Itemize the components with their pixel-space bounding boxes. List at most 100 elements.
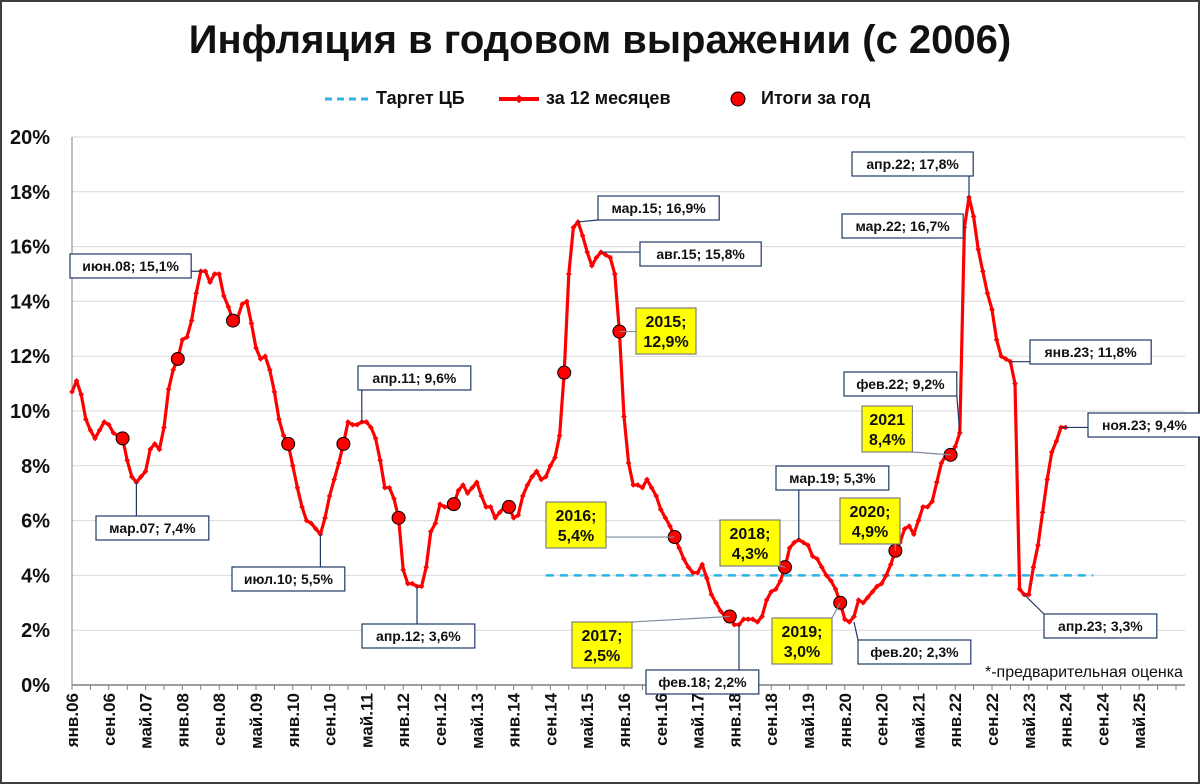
callout-box <box>841 213 964 239</box>
series-point <box>611 271 618 277</box>
callout-label: апр.22; 17,8% <box>866 156 959 172</box>
series-point <box>1039 509 1046 516</box>
callout-label: мар.07; 7,4% <box>109 520 196 536</box>
series-point <box>73 378 80 384</box>
series-point <box>883 572 890 579</box>
series-point <box>754 619 761 625</box>
series-point <box>538 476 545 483</box>
series-point <box>78 391 85 398</box>
x-tick-label: янв.10 <box>284 693 303 748</box>
callout-label: авг.15; 15,8% <box>656 246 745 262</box>
series-point <box>708 591 715 598</box>
series-point <box>805 542 811 549</box>
series-point <box>220 293 227 299</box>
series-point <box>184 334 190 340</box>
x-tick-label: май.13 <box>468 693 487 749</box>
series-point <box>565 271 572 277</box>
series-point <box>69 388 75 395</box>
series-point <box>496 509 503 516</box>
series-point <box>809 553 816 560</box>
series-point <box>216 271 223 277</box>
legend-label-yoy: за 12 месяцев <box>546 88 671 108</box>
series-point <box>952 443 959 450</box>
y-tick-label: 12% <box>10 346 50 368</box>
series-point <box>740 616 747 623</box>
series-point <box>703 575 710 581</box>
series-point <box>644 476 650 483</box>
series-point <box>828 578 834 584</box>
legend-item-yoy: за 12 месяцев <box>497 88 671 109</box>
annual-point <box>115 431 130 446</box>
series-point <box>432 520 439 527</box>
x-tick-label: сен.08 <box>210 693 229 746</box>
series-point <box>151 441 158 447</box>
series-point <box>377 457 384 464</box>
circle-marker-icon <box>730 91 746 107</box>
y-tick-label: 20% <box>10 127 50 149</box>
x-tick-label: сен.24 <box>1093 692 1112 745</box>
series-point <box>860 599 867 606</box>
series-point <box>1035 542 1041 549</box>
series-point <box>1048 449 1055 455</box>
series-point <box>745 616 752 623</box>
series-point <box>92 435 98 442</box>
series-point <box>1044 476 1051 483</box>
series-point <box>179 336 186 343</box>
series-point <box>529 473 535 480</box>
series-point <box>547 462 554 469</box>
callout-box <box>771 617 833 665</box>
series-point <box>1053 438 1060 444</box>
series-point <box>156 446 163 453</box>
series-point <box>427 528 434 535</box>
series-point <box>409 580 416 587</box>
x-tick-label: янв.22 <box>946 693 965 748</box>
series-point <box>207 279 213 286</box>
series-point <box>294 484 301 491</box>
series-point <box>593 254 600 261</box>
series-point <box>607 254 614 261</box>
series-point <box>515 512 522 518</box>
series-point <box>639 484 646 491</box>
series-point <box>814 556 821 562</box>
x-tick-label: май.07 <box>137 693 156 749</box>
series-point <box>312 525 319 532</box>
series-point <box>915 517 922 524</box>
series-point <box>225 304 232 310</box>
callout-box <box>597 195 720 221</box>
callout-label: 12,9% <box>643 334 688 351</box>
series-point <box>105 421 112 428</box>
series-point <box>874 583 880 590</box>
y-tick-label: 6% <box>21 511 50 533</box>
series-point <box>487 504 494 510</box>
x-tick-label: янв.24 <box>1057 692 1076 748</box>
callout-label: 4,3% <box>732 546 768 563</box>
series-point <box>662 515 669 521</box>
series-point <box>625 460 632 466</box>
series-point <box>777 578 784 584</box>
series-point <box>331 476 338 483</box>
callout-box <box>357 365 472 391</box>
series-point <box>363 419 370 425</box>
callout-box <box>639 241 762 267</box>
callout-leader <box>631 615 730 623</box>
footnote: *-предварительная оценка <box>985 664 1183 681</box>
series-point <box>975 246 982 253</box>
x-tick-label: сен.12 <box>431 693 450 746</box>
series-point <box>791 539 798 546</box>
callout-box <box>1087 412 1200 438</box>
callout-box <box>861 405 914 453</box>
series-point <box>473 479 480 486</box>
callout-label: мар.19; 5,3% <box>789 470 876 486</box>
target-dash-icon <box>325 97 369 101</box>
series-point <box>832 586 839 592</box>
series-point <box>924 504 931 510</box>
series-point <box>851 613 857 620</box>
series-point <box>1016 586 1023 592</box>
callout-box <box>857 639 972 665</box>
series-point <box>648 484 655 491</box>
callout-label: мар.22; 16,7% <box>855 218 950 234</box>
x-tick-label: май.09 <box>247 693 266 749</box>
line-marker-icon <box>499 95 539 104</box>
series-point <box>170 367 177 373</box>
series-point <box>335 460 342 466</box>
